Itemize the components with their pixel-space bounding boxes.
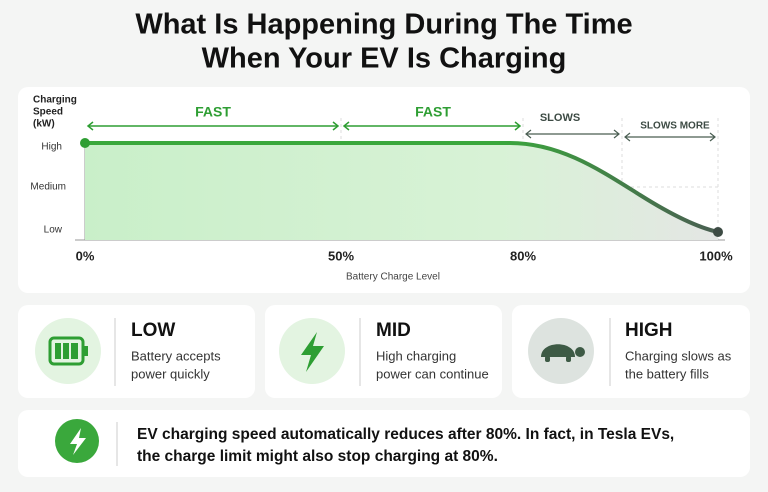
battery-cells bbox=[55, 343, 78, 359]
y-axis-label-line: Charging bbox=[33, 95, 77, 106]
card-title: MID bbox=[376, 320, 411, 341]
note-text: the charge limit might also stop chargin… bbox=[137, 448, 498, 465]
y-axis-label: Charging Speed (kW) bbox=[33, 95, 77, 130]
curve-end bbox=[713, 227, 723, 237]
phase-label: SLOWS bbox=[540, 112, 580, 124]
bolt-icon bbox=[301, 332, 324, 372]
title-line: When Your EV Is Charging bbox=[202, 43, 567, 75]
curve-start bbox=[80, 138, 90, 148]
x-tick-label: 0% bbox=[76, 248, 95, 263]
arrowheads bbox=[525, 129, 620, 139]
card-title: HIGH bbox=[625, 320, 673, 341]
title-line: What Is Happening During The Time bbox=[135, 9, 632, 41]
x-tick-label: 100% bbox=[699, 248, 733, 263]
y-level-label: Medium bbox=[30, 182, 66, 193]
phase-label: FAST bbox=[415, 104, 451, 120]
note-panel bbox=[18, 410, 750, 477]
y-axis-label-line: (kW) bbox=[33, 119, 55, 130]
phase-label: SLOWS MORE bbox=[640, 121, 710, 132]
card-text: High charging bbox=[376, 348, 456, 363]
card-text: power can continue bbox=[376, 366, 489, 381]
curve-area bbox=[85, 143, 718, 240]
battery-icon bbox=[48, 336, 85, 366]
x-axis-label: Battery Charge Level bbox=[346, 272, 440, 283]
card-title: LOW bbox=[131, 320, 175, 341]
phase-label-box bbox=[528, 109, 598, 127]
x-tick-label: 50% bbox=[328, 248, 354, 263]
card-text: Battery accepts bbox=[131, 348, 221, 363]
phase-arrows-slow bbox=[525, 129, 716, 142]
x-tick-label: 80% bbox=[510, 248, 536, 263]
note-bolt bbox=[70, 428, 86, 455]
note-text: EV charging speed automatically reduces … bbox=[137, 426, 674, 443]
y-level-label: Low bbox=[44, 225, 63, 236]
arrowheads bbox=[624, 132, 716, 142]
card-text: the battery fills bbox=[625, 366, 709, 381]
card-text: Charging slows as bbox=[625, 348, 732, 363]
battery-tip bbox=[84, 346, 88, 356]
card-text: power quickly bbox=[131, 366, 210, 381]
y-level-label: High bbox=[41, 142, 62, 153]
arrowheads bbox=[86, 121, 340, 131]
y-axis-label-line: Speed bbox=[33, 107, 63, 118]
charging-curve bbox=[85, 141, 719, 234]
phase-arrows bbox=[86, 121, 522, 131]
phase-label: FAST bbox=[195, 104, 231, 120]
turtle-icon bbox=[541, 344, 585, 362]
arrowheads bbox=[342, 121, 522, 131]
